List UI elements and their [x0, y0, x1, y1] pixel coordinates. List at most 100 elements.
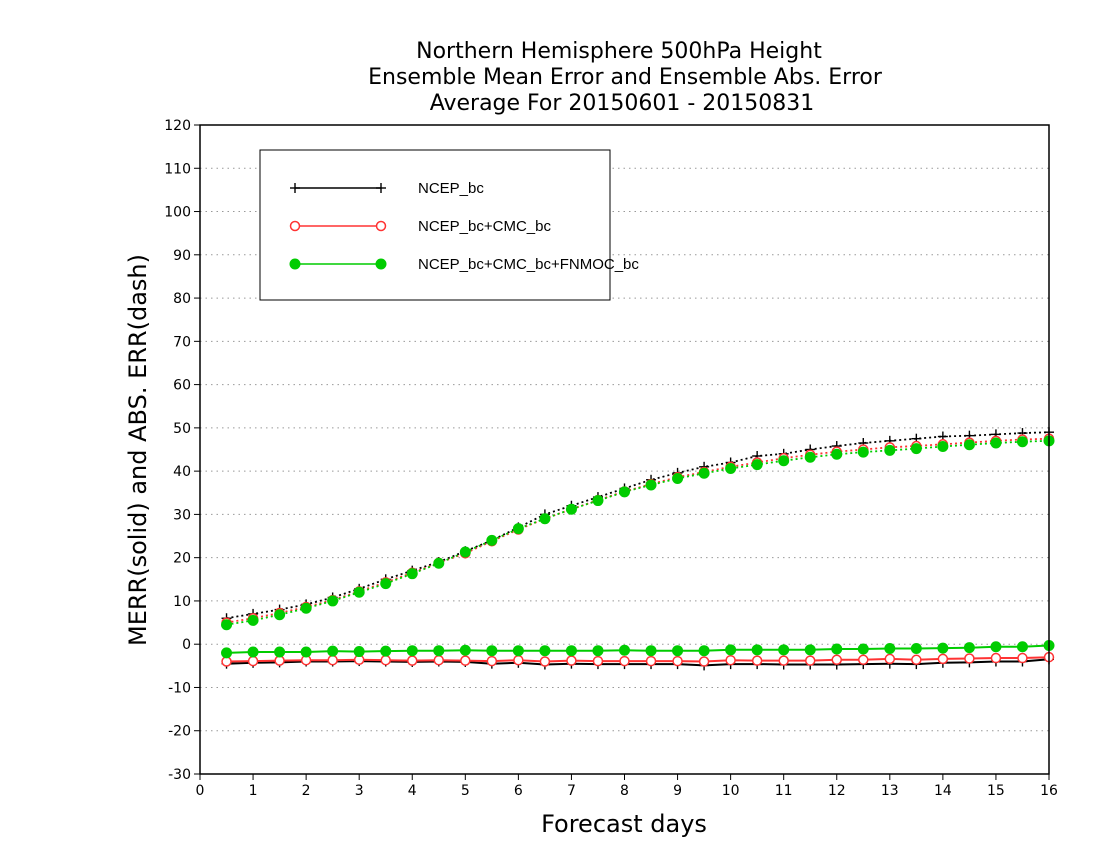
filled-circle-marker [910, 643, 922, 655]
open-circle-marker [566, 655, 577, 666]
x-tick-label: 0 [196, 783, 205, 799]
filled-circle-marker [375, 258, 387, 270]
filled-circle-marker [539, 645, 551, 657]
open-circle-marker [804, 655, 816, 666]
x-tick-label: 1 [249, 783, 258, 799]
y-tick-label: -20 [168, 724, 191, 740]
filled-circle-marker [512, 523, 524, 535]
filled-circle-marker [539, 513, 551, 525]
filled-circle-marker [937, 642, 949, 654]
open-circle-marker [460, 655, 471, 666]
filled-circle-marker [512, 645, 524, 657]
open-circle-marker [592, 655, 604, 667]
y-tick-label: 80 [173, 291, 191, 307]
filled-circle-marker [990, 641, 1002, 653]
open-circle-marker [698, 656, 710, 667]
filled-circle-marker [831, 448, 843, 460]
y-tick-label: 30 [173, 507, 191, 523]
filled-circle-marker [963, 642, 975, 654]
filled-circle-marker [221, 647, 233, 659]
y-tick-label: -30 [168, 767, 191, 783]
legend-items: NCEP_bc NCEP_bc+CMC_bc NCEP_bc+CMC_bc+FNMO… [289, 180, 639, 273]
y-tick-label: 10 [173, 594, 191, 610]
filled-circle-marker [751, 459, 763, 471]
x-tick-label: 15 [987, 783, 1005, 799]
filled-circle-marker [698, 645, 710, 657]
filled-circle-marker [274, 646, 286, 658]
x-tick-label: 5 [461, 783, 470, 799]
filled-circle-marker [937, 440, 949, 452]
open-circle-marker [1017, 652, 1028, 664]
open-circle-marker [619, 655, 630, 667]
open-circle-marker [937, 653, 949, 665]
filled-circle-marker [619, 644, 630, 656]
filled-circle-marker [327, 595, 339, 607]
open-circle-marker [778, 655, 789, 666]
filled-circle-marker [672, 472, 684, 484]
open-circle-marker [274, 655, 285, 666]
open-circle-marker [645, 655, 657, 667]
x-axis-label: Forecast days [541, 810, 707, 838]
filled-circle-marker [1016, 641, 1028, 653]
y-tick-label: 50 [173, 421, 191, 437]
open-circle-marker [911, 654, 922, 666]
y-tick-label: 90 [173, 248, 191, 264]
open-circle-marker [380, 654, 391, 666]
plot-frame [199, 124, 1050, 775]
filled-circle-marker [645, 645, 657, 657]
legend-item-0: NCEP_bc [290, 180, 484, 197]
x-tick-label: 2 [302, 783, 311, 799]
filled-circle-marker [459, 644, 471, 656]
x-tick-label: 4 [408, 783, 417, 799]
abs-err-line [226, 437, 1050, 624]
filled-circle-marker [672, 645, 684, 657]
plus-marker [290, 183, 300, 193]
filled-circle-marker [857, 643, 869, 655]
x-tick-label: 12 [828, 783, 846, 799]
filled-circle-marker [963, 439, 975, 451]
filled-circle-marker [274, 609, 286, 621]
filled-circle-marker [1016, 436, 1028, 448]
filled-circle-marker [778, 455, 790, 467]
filled-circle-marker [247, 614, 259, 626]
legend-label: NCEP_bc [418, 180, 484, 197]
filled-circle-marker [884, 444, 896, 456]
x-tick-label: 8 [620, 783, 629, 799]
filled-circle-marker [804, 451, 816, 463]
open-circle-marker [513, 654, 524, 666]
open-circle-marker [375, 220, 387, 232]
filled-circle-marker [725, 644, 737, 656]
x-tick-label: 9 [673, 783, 682, 799]
filled-circle-marker [751, 644, 763, 656]
filled-circle-marker [300, 602, 312, 614]
filled-circle-marker [565, 645, 577, 657]
open-circle-marker [672, 655, 683, 667]
abs-err-line [226, 439, 1050, 626]
open-circle-marker [247, 655, 259, 667]
x-tick-label: 11 [775, 783, 793, 799]
merr-line [226, 644, 1050, 654]
open-circle-marker [884, 653, 896, 665]
plus-marker [376, 183, 386, 193]
filled-circle-marker [380, 578, 392, 590]
filled-circle-marker [990, 437, 1002, 449]
filled-circle-marker [353, 646, 365, 658]
x-tick-label: 3 [355, 783, 364, 799]
title-line-3: Average For 20150601 - 20150831 [430, 91, 815, 116]
abs-err-line [226, 431, 1050, 620]
filled-circle-marker [565, 503, 577, 515]
open-circle-marker [289, 220, 301, 232]
x-tick-label: 13 [881, 783, 899, 799]
x-tick-label: 7 [567, 783, 576, 799]
filled-circle-marker [486, 645, 498, 657]
x-tick-label: 16 [1040, 783, 1058, 799]
series-1 [221, 433, 1055, 667]
filled-circle-marker [884, 643, 896, 655]
filled-circle-marker [698, 467, 710, 479]
filled-circle-marker [406, 645, 418, 657]
y-tick-label: 120 [164, 118, 191, 134]
y-tick-label: 0 [182, 637, 191, 653]
y-tick-label: 70 [173, 334, 191, 350]
filled-circle-marker [247, 646, 259, 658]
filled-circle-marker [433, 557, 445, 569]
